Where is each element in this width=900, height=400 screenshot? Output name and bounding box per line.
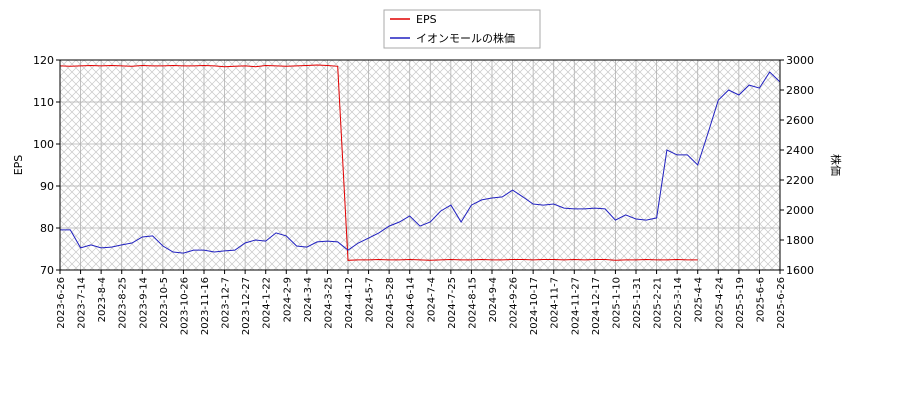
- y-tick-label: 110: [33, 96, 54, 109]
- x-tick-label: 2023-12-27: [241, 277, 252, 335]
- x-tick-label: 2025-5-19: [735, 277, 746, 329]
- y-tick-label: 80: [40, 222, 54, 235]
- y2-tick-label: 2600: [786, 114, 814, 127]
- plot-background: [60, 60, 780, 270]
- y-tick-label: 90: [40, 180, 54, 193]
- x-tick-label: 2024-9-4: [488, 277, 499, 322]
- x-tick-label: 2024-10-17: [529, 277, 540, 335]
- y-tick-label: 70: [40, 264, 54, 277]
- plot-frame: [59, 59, 781, 271]
- x-tick-label: 2025-4-4: [694, 277, 705, 322]
- series-line: [59, 64, 698, 261]
- x-tick-label: 2023-12-7: [221, 277, 232, 329]
- y-tick-label: 120: [33, 54, 54, 67]
- x-tick-label: 2025-6-26: [776, 277, 787, 329]
- y2-tick-label: 2400: [786, 144, 814, 157]
- x-tick-label: 2024-8-15: [467, 277, 478, 329]
- y-tick-label: 100: [33, 138, 54, 151]
- x-tick-label: 2024-4-12: [344, 277, 355, 329]
- legend-label: イオンモールの株価: [416, 31, 515, 45]
- x-tick-label: 2023-10-5: [159, 277, 170, 329]
- x-tick-label: 2025-1-31: [632, 277, 643, 329]
- x-tick-label: 2024-5-7: [365, 277, 376, 322]
- x-tick-label: 2023-11-16: [200, 277, 211, 335]
- y2-tick-label: 3000: [786, 54, 814, 67]
- x-tick-label: 2024-12-17: [591, 277, 602, 335]
- x-tick-label: 2024-5-28: [385, 277, 396, 329]
- x-tick-label: 2023-10-26: [179, 277, 190, 335]
- x-tick-label: 2024-1-22: [262, 277, 273, 329]
- x-tick-label: 2024-2-9: [282, 277, 293, 322]
- y2-tick-label: 2000: [786, 204, 814, 217]
- x-tick-label: 2024-7-25: [447, 277, 458, 329]
- y2-tick-label: 1600: [786, 264, 814, 277]
- y2-tick-label: 1800: [786, 234, 814, 247]
- x-tick-label: 2024-3-4: [303, 277, 314, 322]
- y2-tick-label: 2800: [786, 84, 814, 97]
- series-line: [60, 71, 781, 254]
- x-tick-label: 2023-7-14: [77, 277, 88, 329]
- x-tick-label: 2025-4-24: [714, 277, 725, 329]
- x-tick-label: 2025-2-21: [653, 277, 664, 329]
- x-tick-label: 2024-3-25: [323, 277, 334, 329]
- x-tick-label: 2025-1-10: [611, 277, 622, 329]
- x-tick-label: 2024-6-14: [406, 277, 417, 329]
- x-tick-label: 2024-11-27: [570, 277, 581, 335]
- y2-tick-label: 2200: [786, 174, 814, 187]
- x-tick-label: 2023-8-4: [97, 277, 108, 322]
- lines: [59, 64, 781, 261]
- x-tick-label: 2023-9-14: [138, 277, 149, 329]
- x-tick-label: 2023-8-25: [118, 277, 129, 329]
- x-tick-label: 2025-3-14: [673, 277, 684, 329]
- legend-label: EPS: [416, 13, 437, 26]
- y2-axis-label: 株価: [829, 154, 843, 176]
- x-tick-label: 2025-6-6: [755, 277, 766, 322]
- x-tick-label: 2024-9-26: [509, 277, 520, 329]
- y-axis-label: EPS: [12, 155, 25, 176]
- x-tick-label: 2023-6-26: [56, 277, 67, 329]
- legend: EPS イオンモールの株価: [383, 9, 541, 49]
- legend-box: [383, 9, 541, 49]
- x-tick-label: 2024-7-4: [426, 277, 437, 322]
- x-tick-label: 2024-11-7: [550, 277, 561, 329]
